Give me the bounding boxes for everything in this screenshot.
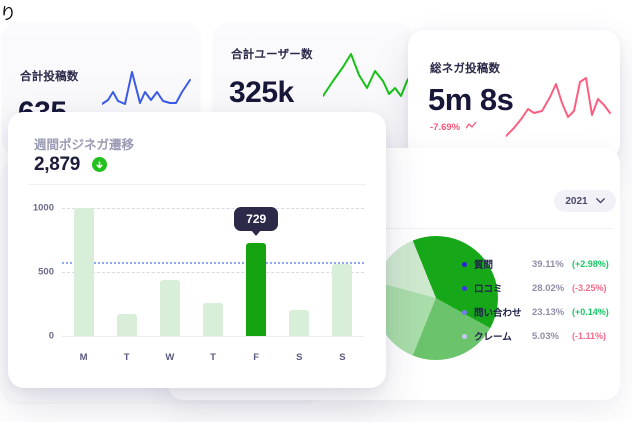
legend-label: 口コミ	[474, 284, 503, 295]
chart-x-label: W	[165, 352, 175, 363]
chart-bar[interactable]	[203, 303, 223, 336]
legend-label: 問い合わせ	[474, 308, 522, 319]
stat-card-value: 325k	[229, 76, 294, 109]
weekly-chart-value: 2,879	[34, 154, 81, 175]
chart-x-label: T	[210, 352, 216, 363]
legend-delta: (+2.98%)	[572, 259, 609, 269]
arrow-down-icon	[92, 157, 107, 172]
year-select-value: 2021	[565, 195, 588, 207]
chart-x-label: F	[253, 352, 260, 363]
weekly-bar-chart: 0 500 1000 M T W T F S S 729	[28, 200, 368, 370]
panel-divider	[176, 228, 612, 229]
legend-label: クレーム	[474, 332, 512, 343]
stat-card-negative-posts[interactable]: 総ネガ投稿数 5m 8s -7.69%	[408, 30, 620, 160]
chart-x-label: S	[296, 352, 303, 363]
stat-card-value: 5m 8s	[428, 82, 514, 117]
stat-card-delta: -7.69%	[430, 121, 477, 133]
legend-percent: 39.11%	[532, 258, 564, 270]
chart-gridline	[62, 208, 364, 209]
breakdown-panel-title: り	[0, 6, 17, 23]
legend-item[interactable]: クレーム 5.03% (-1.11%)	[462, 324, 622, 348]
chart-bar[interactable]	[332, 264, 353, 336]
legend-delta: (+0.14%)	[572, 307, 609, 317]
chart-y-tick: 1000	[32, 202, 54, 214]
legend-percent: 23.13%	[532, 306, 565, 318]
chart-y-tick: 0	[48, 330, 54, 342]
chart-reference-line	[62, 261, 364, 264]
chart-x-label: M	[79, 352, 88, 363]
chart-x-label: T	[123, 352, 130, 363]
chart-y-tick: 500	[38, 266, 54, 278]
legend-item[interactable]: 問い合わせ 23.13% (+0.14%)	[462, 300, 622, 324]
chart-baseline	[62, 336, 364, 337]
pie-legend: 質問 39.11% (+2.98%) 口コミ 28.02% (-3.25%) 問…	[462, 252, 622, 348]
legend-percent: 28.02%	[532, 282, 565, 294]
legend-item[interactable]: 質問 39.11% (+2.98%)	[462, 252, 622, 276]
legend-delta: (-3.25%)	[572, 283, 607, 293]
chart-bar[interactable]	[246, 242, 267, 336]
legend-delta: (-1.11%)	[572, 331, 607, 341]
sparkline-posts-icon	[102, 71, 191, 105]
legend-item[interactable]: 口コミ 28.02% (-3.25%)	[462, 276, 622, 300]
chart-bar[interactable]	[73, 208, 94, 336]
chart-bar[interactable]	[116, 313, 137, 336]
stat-card-label: 総ネガ投稿数	[430, 63, 501, 75]
sparkline-negative-icon	[506, 77, 611, 137]
chart-bar[interactable]	[289, 310, 310, 336]
weekly-chart-title: 週間ポジネガ遷移	[34, 138, 135, 152]
stat-card-delta-text: -7.69%	[430, 122, 461, 133]
legend-dot-icon	[462, 261, 467, 267]
trend-down-icon	[465, 121, 477, 129]
chevron-down-icon	[595, 198, 605, 204]
legend-dot-icon	[462, 333, 467, 339]
legend-label: 質問	[474, 260, 494, 271]
chart-bar[interactable]	[159, 279, 180, 336]
stat-card-label: 合計ユーザー数	[231, 49, 313, 61]
weekly-chart-card	[8, 112, 386, 388]
sparkline-users-icon	[323, 53, 411, 97]
chart-x-label: S	[339, 352, 346, 363]
chart-gridline	[62, 272, 364, 273]
chart-tooltip: 729	[234, 206, 279, 236]
legend-dot-icon	[462, 309, 467, 315]
year-select[interactable]: 2021	[554, 190, 616, 212]
stat-card-label: 合計投稿数	[20, 71, 79, 83]
legend-percent: 5.03%	[532, 330, 559, 342]
legend-dot-icon	[462, 285, 467, 291]
weekly-card-divider	[28, 184, 366, 185]
arrow-down-glyph	[96, 160, 103, 168]
